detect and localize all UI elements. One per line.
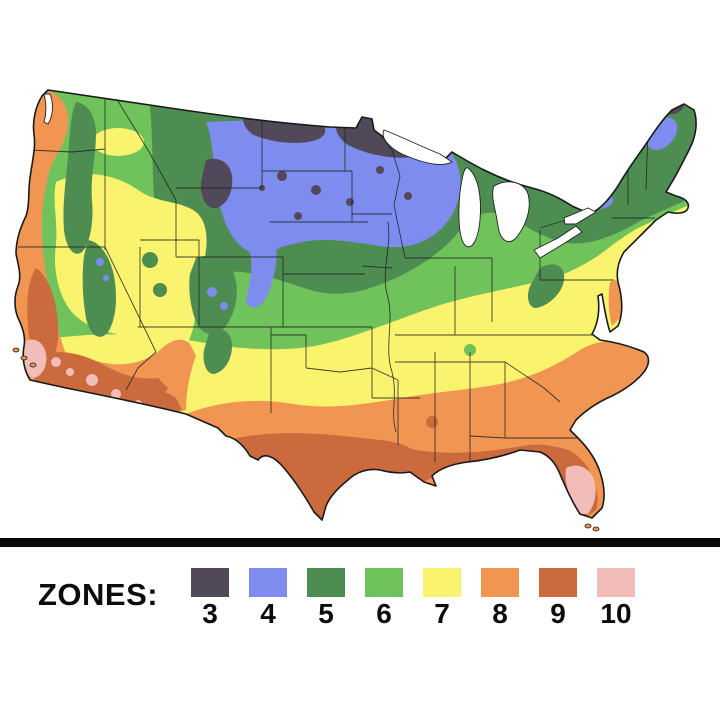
zone-5-new-mexico-patch [203, 328, 232, 374]
zone-4-adirondack-patch [583, 191, 613, 209]
zone-9-label: 9 [550, 598, 566, 629]
us-hardiness-map [12, 89, 697, 532]
zone-7-label: 7 [434, 598, 450, 629]
zone-3-swatch [191, 568, 229, 597]
us-outline [14, 89, 697, 521]
zone-6-label: 6 [376, 598, 392, 629]
zone-5-swatch [307, 568, 345, 597]
lake-superior [382, 129, 453, 165]
channel-island [12, 347, 20, 353]
zone-4-swatch [249, 568, 287, 597]
lake-michigan [458, 167, 481, 248]
zone-10-label: 10 [600, 598, 632, 629]
zone-6-tennessee-dot [464, 344, 476, 356]
zone-6-swatch [365, 568, 403, 597]
legend-item-zone-6: 6 [365, 568, 403, 628]
legend-item-zone-9: 9 [539, 568, 577, 628]
zone-4-colorado-dot [207, 287, 217, 297]
lake-erie [533, 225, 583, 259]
florida-key [584, 523, 592, 529]
great-lakes [43, 93, 597, 259]
florida-key [592, 526, 600, 532]
channel-island [20, 355, 28, 361]
legend: ZONES: 3 4 5 6 7 [0, 560, 720, 650]
zone-5-appalachia-patch [528, 264, 565, 308]
lake-huron [492, 181, 530, 242]
channel-island [29, 362, 37, 368]
zone-4-region [206, 120, 461, 308]
zone-7-columbia-basin-patch [92, 128, 144, 156]
legend-items: 3 4 5 6 7 8 9 [191, 568, 635, 628]
legend-item-zone-10: 10 [597, 568, 635, 628]
zone-9-swatch [539, 568, 577, 597]
legend-item-zone-5: 5 [307, 568, 345, 628]
zone-7-swatch [423, 568, 461, 597]
zone-5-cascades-patch [63, 102, 96, 254]
zone-4-colorado-dot [220, 302, 228, 310]
zone-10-swatch [597, 568, 635, 597]
zone-8-label: 8 [492, 598, 508, 629]
zone-5-wasatch-dot [142, 252, 158, 268]
zone-5-label: 5 [318, 598, 334, 629]
legend-item-zone-3: 3 [191, 568, 229, 628]
zone-8-swatch [481, 568, 519, 597]
lake-ontario [563, 207, 597, 225]
legend-item-zone-8: 8 [481, 568, 519, 628]
puget-sound [43, 93, 53, 125]
zone-5-sierra-patch [82, 240, 116, 337]
zone-4-label: 4 [260, 598, 276, 629]
islands [12, 347, 600, 532]
legend-title: ZONES: [38, 577, 159, 612]
zone-3-label: 3 [202, 598, 218, 629]
zone-4-sierra-dot [96, 258, 104, 266]
legend-item-zone-4: 4 [249, 568, 287, 628]
zone-4-wisconsin-patch [415, 167, 447, 199]
zone-5-wasatch-dot [153, 283, 167, 297]
divider-bar [0, 538, 720, 547]
legend-item-zone-7: 7 [423, 568, 461, 628]
zone-4-sierra-dot [103, 275, 109, 281]
